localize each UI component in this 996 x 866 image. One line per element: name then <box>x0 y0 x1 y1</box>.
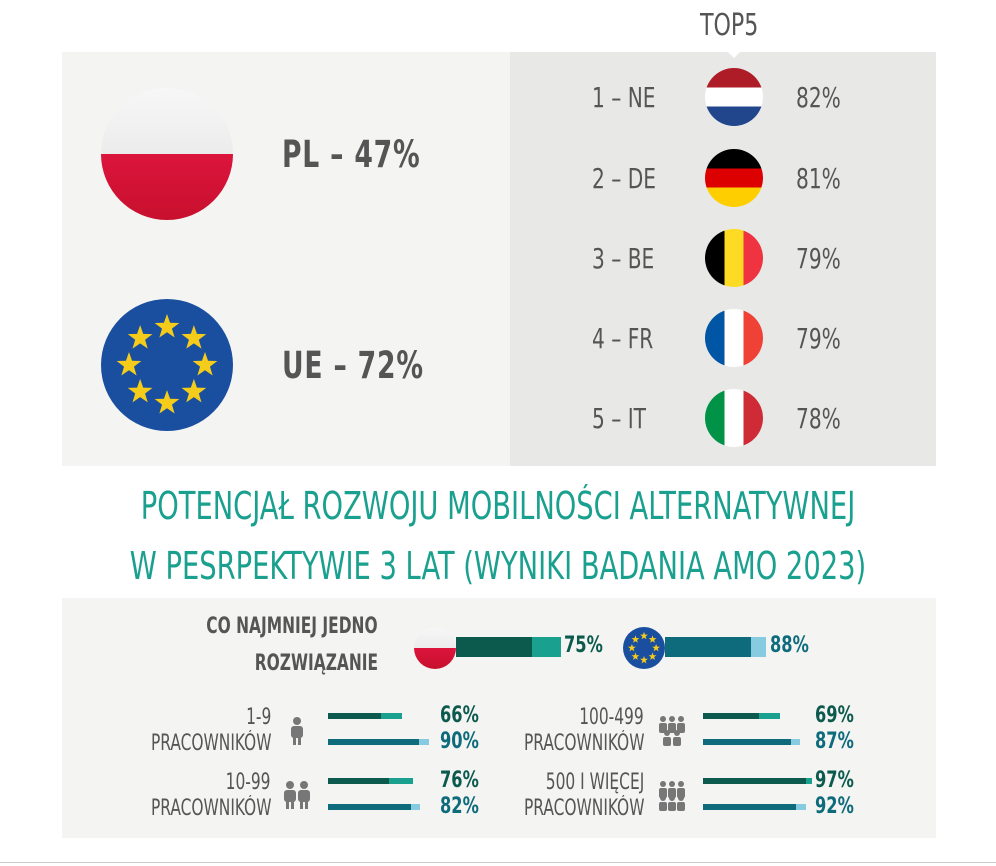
group-3-eu-fill <box>703 739 791 745</box>
italy-flag-icon <box>705 389 763 447</box>
eu-star-icon <box>181 378 207 403</box>
group-2-line-2: PRACOWNIKÓW <box>150 796 271 821</box>
group-2-line-1: 10-99 <box>226 770 271 795</box>
poland-flag-icon <box>101 88 233 220</box>
group-2-eu-fill <box>328 804 411 810</box>
group-1-line-2: PRACOWNIKÓW <box>150 731 271 756</box>
eu-star-icon <box>127 325 153 349</box>
headline-line-1: POTENCJAŁ ROZWOJU MOBILNOŚCI ALTERNATYWN… <box>140 484 856 528</box>
group-3-pl-fill <box>703 713 759 719</box>
group-4-eu-fill <box>703 804 796 810</box>
top5-value-4: 79% <box>796 322 841 355</box>
netherlands-flag-icon <box>705 68 763 126</box>
headline-line-2: W PESRPEKTYWIE 3 LAT (WYNIKI BADANIA AMO… <box>129 544 867 588</box>
group-1-pl-value: 66% <box>440 703 479 728</box>
group-3-pl-value: 69% <box>815 703 854 728</box>
eu-star-icon <box>192 352 218 376</box>
group-1-eu-fill <box>328 739 419 745</box>
germany-flag-icon <box>705 149 763 207</box>
group-3-line-2: PRACOWNIKÓW <box>523 731 644 756</box>
top5-value-5: 78% <box>796 402 841 435</box>
eu-small-stars <box>627 631 661 664</box>
eu-star-icon <box>631 635 640 643</box>
top5-rank-2: 2 – DE <box>592 162 656 195</box>
top5-value-3: 79% <box>796 242 841 275</box>
top5-value-2: 81% <box>796 162 841 195</box>
main-pl-value: 75% <box>564 633 603 658</box>
person-icon <box>291 717 303 745</box>
bottom-divider <box>0 862 996 863</box>
group-4-pl-fill <box>703 778 806 784</box>
eu-star-icon <box>648 652 657 660</box>
eu-star-icon <box>627 643 636 652</box>
group-1-eu-value: 90% <box>440 729 479 754</box>
group-2-eu-value: 82% <box>440 794 479 819</box>
main-label-line-2: ROZWIĄZANIE <box>254 651 378 676</box>
group-2-pl-value: 76% <box>440 768 479 793</box>
group-4-eu-value: 92% <box>815 794 854 819</box>
eu-flag-icon <box>101 299 233 431</box>
main-eu-value: 88% <box>770 633 809 658</box>
belgium-flag-icon <box>705 229 763 287</box>
eu-star-icon <box>181 325 207 349</box>
pl-label: PL – 47% <box>282 133 421 176</box>
group-1-line-1: 1-9 <box>245 705 271 730</box>
group-1-pl-fill <box>328 713 381 719</box>
two-people-icon <box>284 781 310 809</box>
eu-star-icon <box>652 643 661 652</box>
large-group-icon <box>659 781 685 811</box>
main-eu-bar-fill <box>665 637 751 657</box>
group-4-line-1: 500 I WIĘCEJ <box>545 770 644 795</box>
eu-star-icon <box>127 378 153 403</box>
france-flag-icon <box>705 309 763 367</box>
eu-star-icon <box>116 352 142 376</box>
group-4-pl-value: 97% <box>815 768 854 793</box>
top5-rank-5: 5 – IT <box>592 402 646 435</box>
top5-rank-1: 1 – NE <box>592 81 656 114</box>
group-4-line-2: PRACOWNIKÓW <box>523 796 644 821</box>
group-icon <box>659 716 685 746</box>
eu-star-icon <box>631 652 640 660</box>
group-2-pl-fill <box>328 778 389 784</box>
eu-star-icon <box>640 655 648 664</box>
top5-rank-3: 3 – BE <box>592 242 655 275</box>
eu-star-icon <box>154 314 180 338</box>
group-3-eu-value: 87% <box>815 729 854 754</box>
top5-value-1: 82% <box>796 81 841 114</box>
group-3-line-1: 100-499 <box>579 705 644 730</box>
top5-pointer <box>720 44 748 58</box>
poland-flag-small-icon <box>414 627 456 669</box>
eu-star-icon <box>154 390 180 414</box>
eu-star-icon <box>648 635 657 643</box>
main-pl-bar-fill <box>456 637 532 657</box>
eu-flag-small-icon <box>623 627 665 669</box>
eu-star-icon <box>640 631 648 640</box>
main-label-line-1: CO NAJMNIEJ JEDNO <box>206 614 378 639</box>
top5-title: TOP5 <box>700 8 759 43</box>
top5-rank-4: 4 – FR <box>592 322 654 355</box>
eu-stars <box>116 314 218 414</box>
eu-label: UE – 72% <box>282 344 424 387</box>
